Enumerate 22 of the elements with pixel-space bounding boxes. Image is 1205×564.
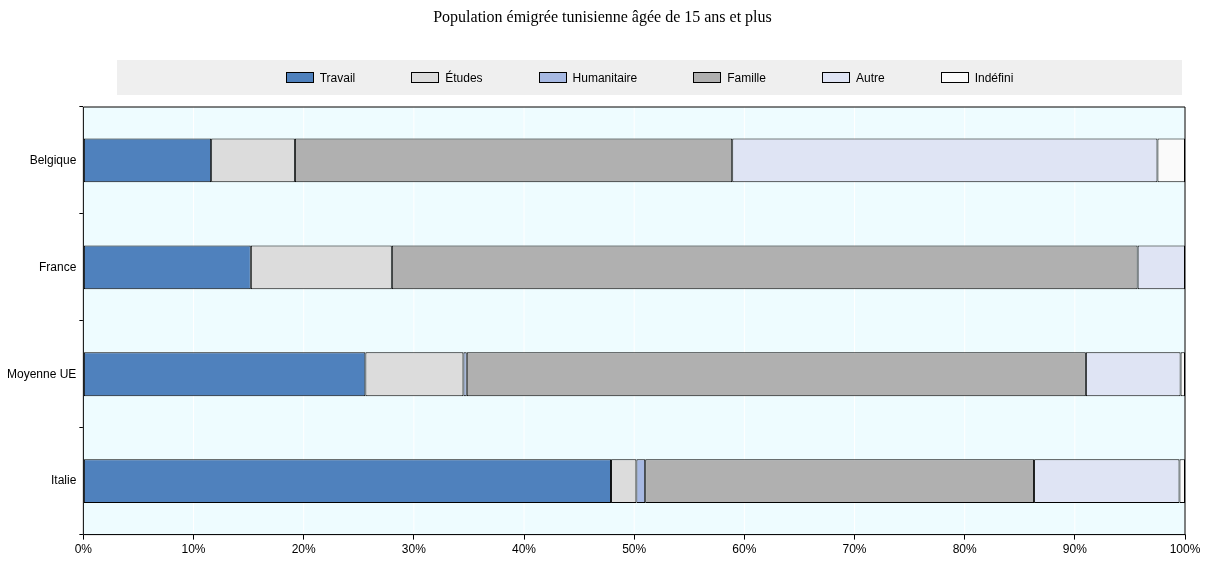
x-tick-label: 100% [1169, 542, 1201, 557]
y-tick-label: Italie [51, 473, 77, 488]
y-tick-label: Moyenne UE [6, 366, 77, 381]
x-tick-label: 30% [401, 542, 427, 557]
legend-label: Humanitaire [572, 70, 638, 85]
legend-label: Famille [727, 70, 766, 85]
x-tick-label: 80% [952, 542, 978, 557]
x-tick-label: 90% [1062, 542, 1088, 557]
y-tick-label: France [39, 259, 77, 274]
legend-label: Autre [855, 70, 885, 85]
y-tick-label: Belgique [29, 152, 77, 167]
legend-label: Travail [319, 70, 356, 85]
x-tick-label: 20% [291, 542, 317, 557]
x-tick-label: 70% [842, 542, 867, 557]
x-tick-label: 10% [181, 542, 206, 557]
x-tick-label: 40% [512, 542, 537, 557]
chart-title: Population émigrée tunisienne âgée de 15 ans et plus [432, 7, 773, 28]
x-tick-label: 50% [622, 542, 647, 557]
x-tick-label: 60% [732, 542, 757, 557]
legend-label: Études [445, 70, 483, 85]
x-tick-label: 0% [74, 542, 93, 557]
text: Indéfini [974, 70, 1014, 85]
